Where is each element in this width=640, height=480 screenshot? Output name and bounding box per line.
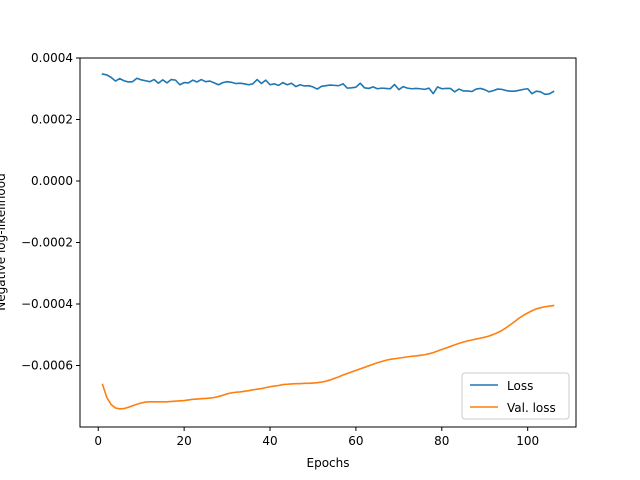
- x-tick-label: 0: [94, 434, 102, 448]
- legend: Loss Val. loss: [461, 372, 570, 420]
- x-axis-label: Epochs: [307, 456, 350, 470]
- y-tick-label: 0.0004: [31, 51, 73, 65]
- x-tick-label: 80: [434, 434, 449, 448]
- series-line-val-loss: [101, 304, 555, 410]
- y-tick-label: 0.0000: [31, 174, 73, 188]
- y-tick-label: −0.0002: [21, 236, 73, 250]
- x-tick-label: 60: [348, 434, 363, 448]
- y-tick-label: −0.0006: [21, 359, 73, 373]
- y-axis-label: Negative log-likelihood: [0, 173, 8, 310]
- axis-ticks: 0 20 40 60 80 100 0.0004 0.0002 0.0000 −0.0002 −0.…: [21, 51, 539, 448]
- plot-area: [101, 73, 555, 410]
- x-tick-label: 20: [176, 434, 191, 448]
- legend-label-val-loss: Val. loss: [507, 401, 556, 415]
- series-line-loss: [101, 73, 555, 96]
- y-tick-label: 0.0002: [31, 113, 73, 127]
- y-tick-label: −0.0004: [21, 297, 73, 311]
- axes-frame: [79, 57, 577, 428]
- legend-label-loss: Loss: [507, 379, 533, 393]
- x-tick-label: 40: [262, 434, 277, 448]
- x-tick-label: 100: [516, 434, 539, 448]
